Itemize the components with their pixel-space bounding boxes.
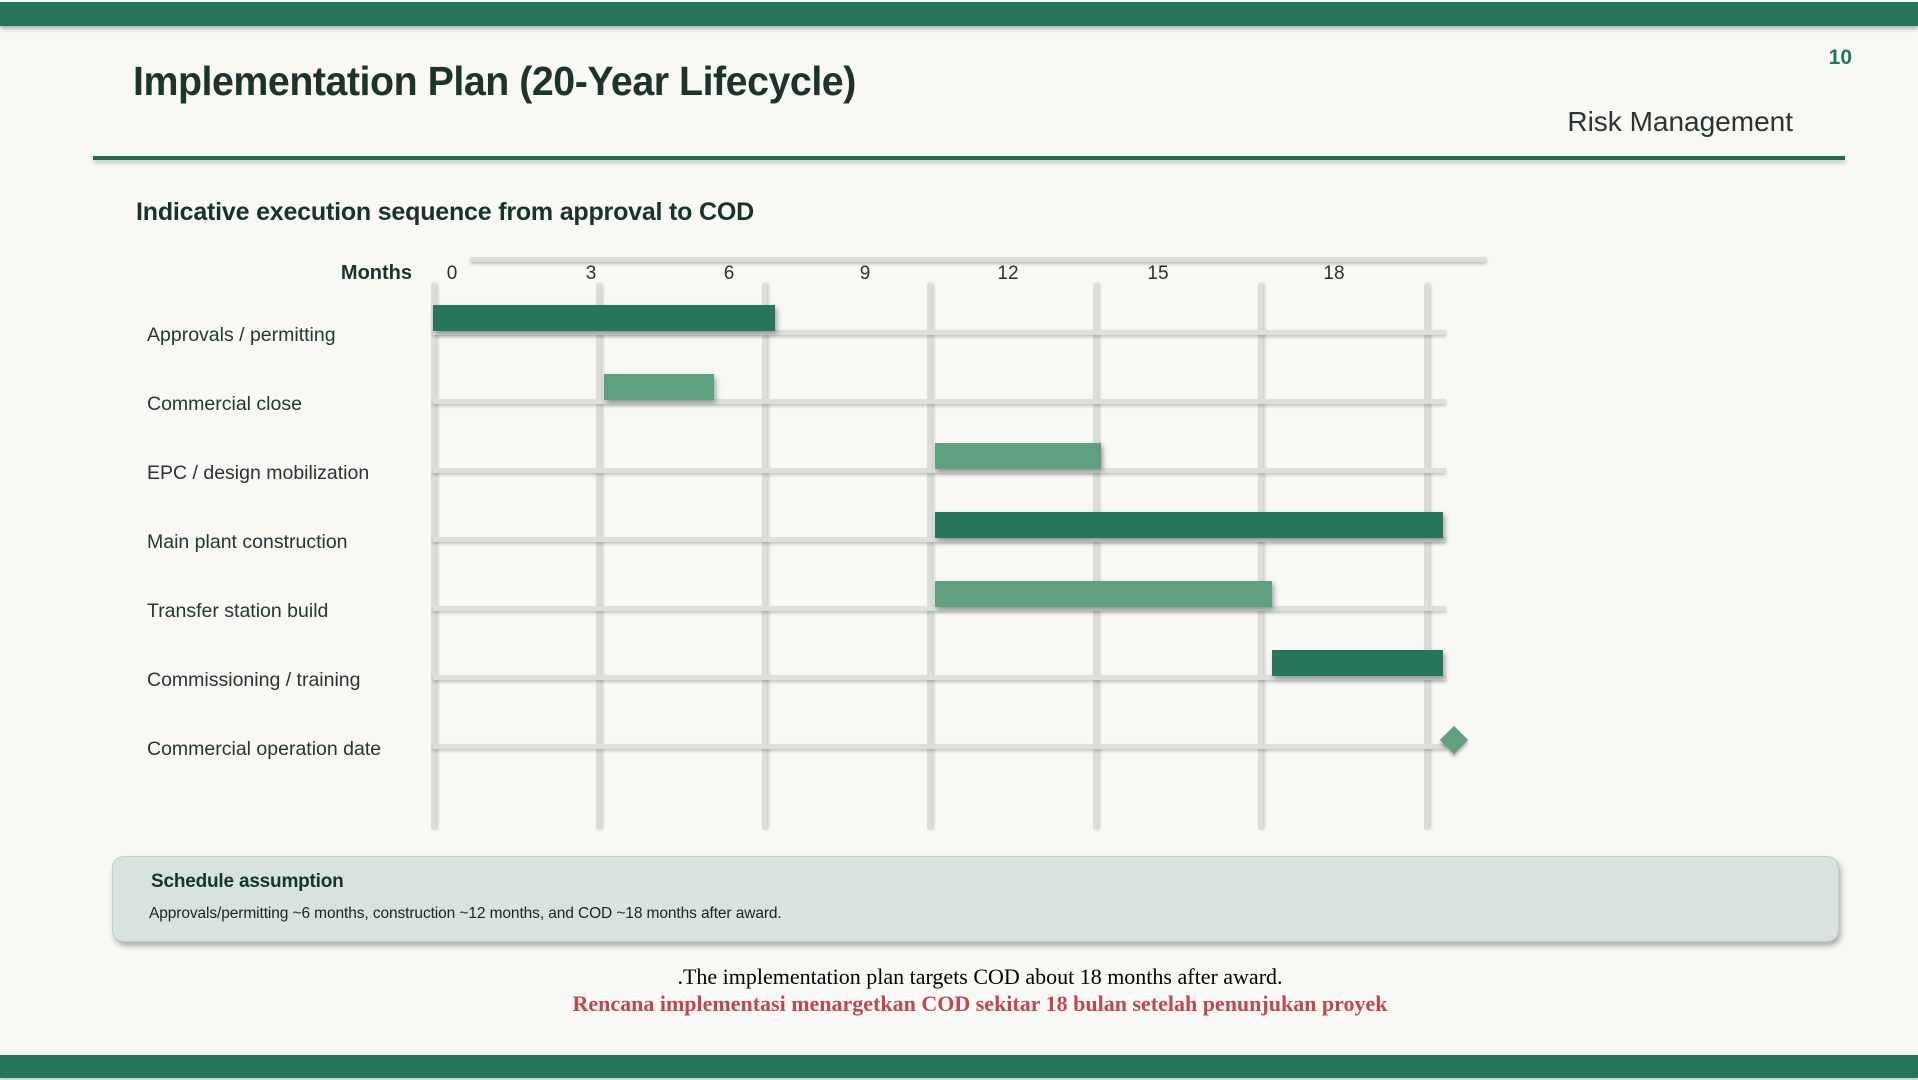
row-gridline — [433, 537, 1446, 542]
footer-note-indonesian: Rencana implementasi menargetkan COD sek… — [572, 991, 1388, 1016]
gantt-bar-light — [935, 581, 1272, 607]
axis-tick-label: 0 — [446, 263, 458, 284]
task-label: Approvals / permitting — [147, 324, 336, 346]
row-gridline — [433, 399, 1446, 404]
callout-body: Approvals/permitting ~6 months, construc… — [149, 905, 782, 922]
top-accent-band — [0, 2, 1918, 26]
task-label: Commercial close — [147, 393, 302, 415]
task-label: EPC / design mobilization — [147, 462, 370, 484]
bottom-accent-band — [0, 1055, 1918, 1078]
axis-tick-label: 12 — [997, 263, 1019, 284]
vertical-gridline — [1423, 283, 1429, 830]
task-label: Main plant construction — [147, 531, 348, 553]
row-gridline — [433, 675, 1446, 680]
axis-tick-label: 18 — [1323, 263, 1345, 284]
cod-milestone-diamond — [1439, 725, 1468, 755]
vertical-gridline — [596, 283, 601, 830]
vertical-gridline — [761, 283, 767, 830]
axis-line — [470, 257, 1487, 262]
section-name-right: Risk Management — [1567, 106, 1793, 137]
gantt-bar-light — [604, 374, 715, 400]
row-gridline — [433, 606, 1446, 611]
axis-tick-label: 9 — [859, 263, 871, 284]
gantt-bar-dark — [433, 305, 776, 331]
slide-title: Implementation Plan (20-Year Lifecycle) — [133, 58, 856, 104]
vertical-gridline — [430, 283, 436, 830]
schedule-assumption-callout: Schedule assumption Approvals/permitting… — [112, 856, 1839, 942]
axis-label-months: Months — [340, 262, 412, 284]
row-gridline — [433, 330, 1446, 335]
axis-tick-label: 15 — [1147, 263, 1169, 284]
header-divider-rule — [93, 156, 1845, 160]
vertical-gridline — [927, 283, 932, 830]
vertical-gridline — [1258, 283, 1263, 830]
gantt-bar-dark — [935, 512, 1443, 538]
row-gridline — [433, 744, 1446, 749]
gantt-bar-dark — [1271, 650, 1443, 676]
callout-title: Schedule assumption — [151, 871, 344, 892]
chart-heading: Indicative execution sequence from appro… — [136, 198, 754, 226]
gantt-bar-light — [935, 443, 1101, 469]
row-gridline — [433, 468, 1446, 473]
task-label: Commissioning / training — [147, 669, 361, 691]
task-label: Transfer station build — [147, 600, 329, 622]
axis-tick-label: 3 — [585, 263, 597, 284]
axis-tick-label: 6 — [723, 263, 735, 284]
vertical-gridline — [1092, 283, 1098, 830]
page-number: 10 — [1828, 46, 1852, 69]
task-label: Commercial operation date — [147, 738, 382, 760]
footer-note-english: .The implementation plan targets COD abo… — [677, 964, 1283, 989]
